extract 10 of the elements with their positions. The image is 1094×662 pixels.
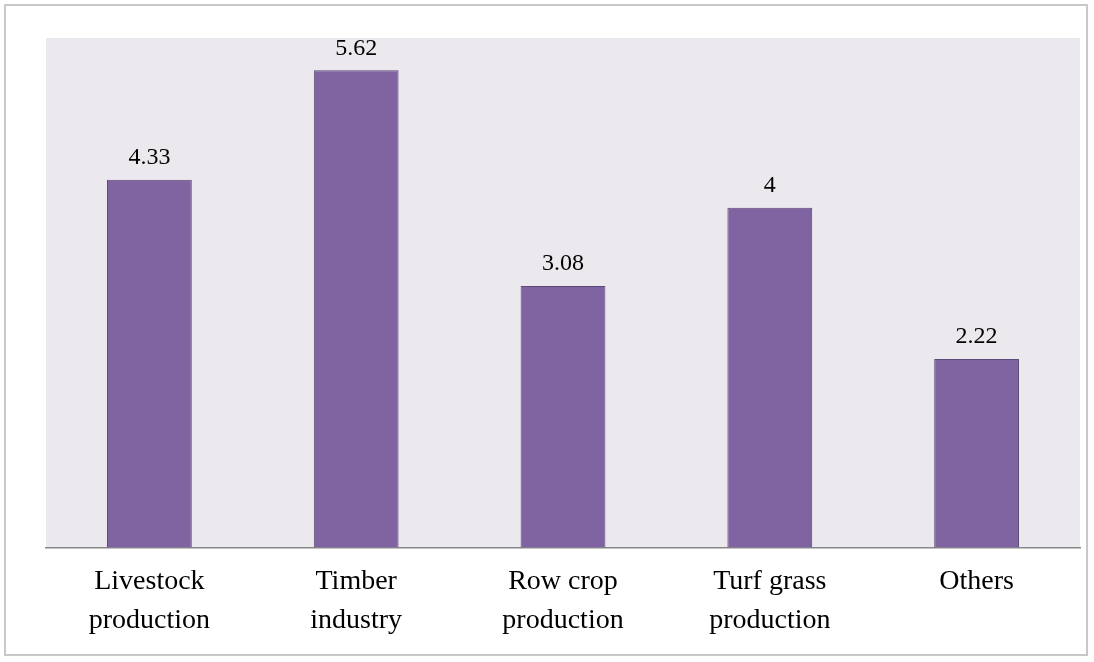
data-label: 4.33 (128, 143, 171, 170)
data-label: 4 (763, 171, 776, 198)
x-tick-label: Timber industry (310, 563, 403, 634)
x-tick-label: Others (939, 563, 1014, 595)
data-label: 5.62 (335, 33, 378, 60)
x-tick-label: Row crop production (502, 563, 624, 634)
data-label: 2.22 (955, 322, 998, 349)
x-tick-label: Livestock production (88, 563, 211, 634)
x-tick-label: Turf grass production (709, 563, 831, 634)
data-label: 3.08 (542, 249, 584, 276)
